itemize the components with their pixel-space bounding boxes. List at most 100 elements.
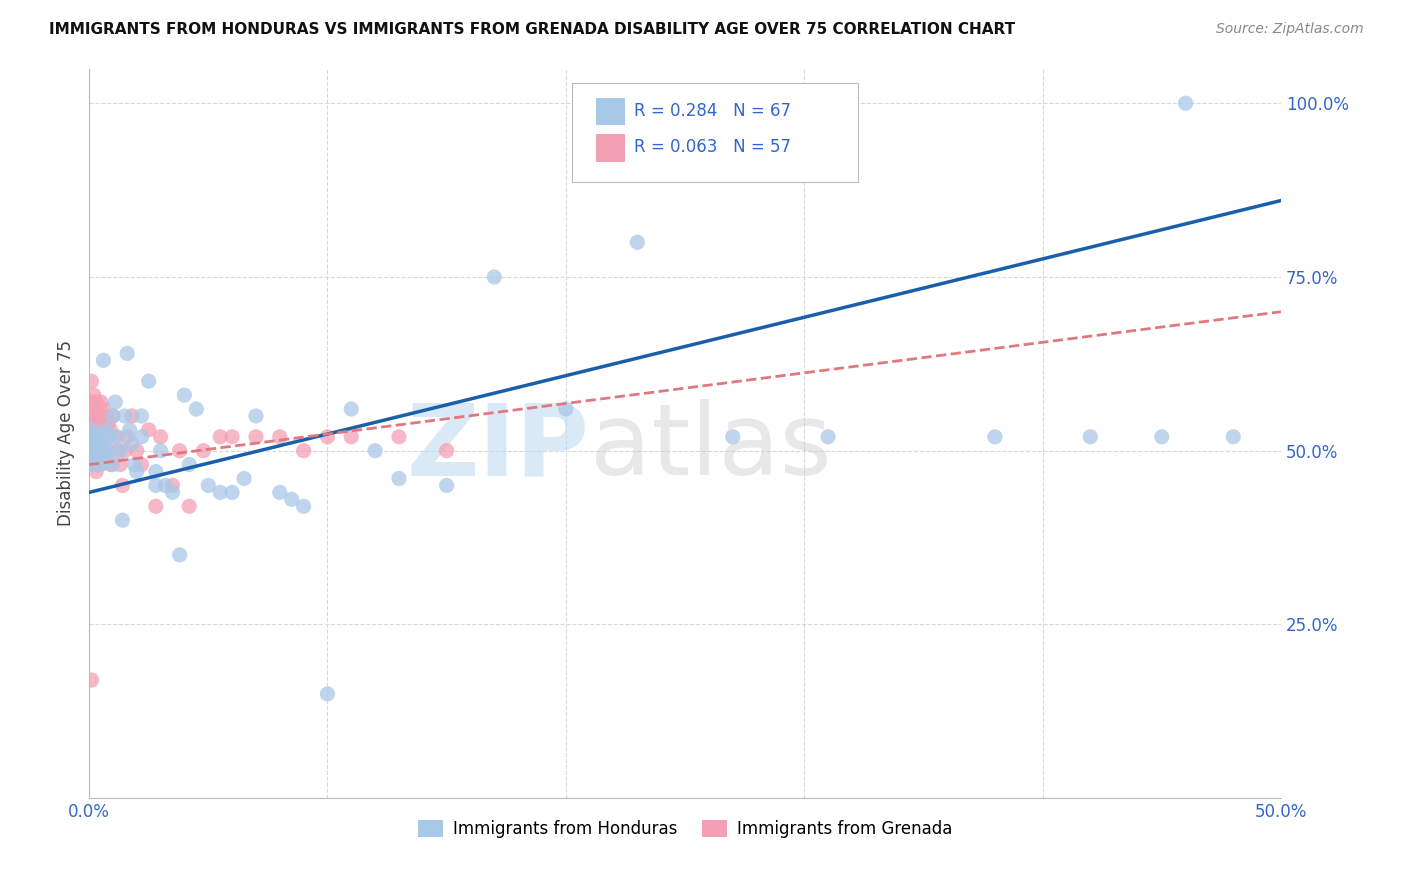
- Point: [87, 430, 110, 444]
- Point: [554, 402, 576, 417]
- Point: [626, 235, 648, 250]
- Point: [80, 458, 103, 472]
- Point: [83, 430, 105, 444]
- Point: [100, 423, 122, 437]
- Point: [388, 471, 411, 485]
- Point: [131, 430, 153, 444]
- Point: [87, 409, 110, 423]
- Point: [984, 430, 1007, 444]
- Point: [145, 465, 167, 479]
- FancyBboxPatch shape: [596, 98, 626, 126]
- Point: [125, 465, 148, 479]
- Point: [94, 423, 117, 437]
- Point: [145, 478, 167, 492]
- Point: [90, 430, 112, 444]
- Point: [94, 450, 117, 465]
- Point: [149, 430, 172, 444]
- Point: [90, 430, 112, 444]
- Point: [84, 395, 107, 409]
- Point: [169, 443, 191, 458]
- Point: [162, 478, 184, 492]
- Legend: Immigrants from Honduras, Immigrants from Grenada: Immigrants from Honduras, Immigrants fro…: [411, 813, 959, 845]
- Point: [131, 409, 153, 423]
- Text: R = 0.063   N = 57: R = 0.063 N = 57: [634, 138, 790, 156]
- Point: [186, 402, 208, 417]
- Point: [269, 485, 291, 500]
- Text: Source: ZipAtlas.com: Source: ZipAtlas.com: [1216, 22, 1364, 37]
- Point: [340, 402, 363, 417]
- Point: [93, 353, 115, 368]
- Point: [364, 443, 387, 458]
- Point: [93, 402, 115, 417]
- Point: [209, 430, 232, 444]
- Text: R = 0.284   N = 67: R = 0.284 N = 67: [634, 102, 790, 120]
- Point: [83, 430, 105, 444]
- Point: [80, 443, 103, 458]
- Point: [131, 458, 153, 472]
- Point: [83, 402, 105, 417]
- Point: [436, 478, 458, 492]
- Point: [245, 430, 267, 444]
- Point: [118, 423, 141, 437]
- Text: atlas: atlas: [589, 400, 831, 497]
- Point: [138, 374, 160, 388]
- Point: [100, 443, 122, 458]
- Point: [721, 430, 744, 444]
- Point: [94, 409, 117, 423]
- Point: [83, 450, 105, 465]
- Point: [209, 485, 232, 500]
- Point: [84, 443, 107, 458]
- Point: [90, 458, 112, 472]
- Point: [84, 465, 107, 479]
- Point: [101, 458, 124, 472]
- Point: [1222, 430, 1244, 444]
- Point: [93, 443, 115, 458]
- Point: [104, 430, 127, 444]
- Point: [193, 443, 215, 458]
- Point: [149, 443, 172, 458]
- Point: [101, 409, 124, 423]
- Point: [80, 673, 103, 687]
- Point: [100, 458, 122, 472]
- Point: [84, 430, 107, 444]
- Point: [245, 409, 267, 423]
- Point: [80, 430, 103, 444]
- Point: [162, 485, 184, 500]
- Point: [179, 500, 201, 514]
- Point: [90, 395, 112, 409]
- Point: [80, 423, 103, 437]
- Point: [115, 430, 138, 444]
- FancyBboxPatch shape: [596, 134, 626, 162]
- Point: [107, 430, 129, 444]
- Point: [87, 450, 110, 465]
- Point: [179, 458, 201, 472]
- Point: [80, 409, 103, 423]
- Point: [83, 458, 105, 472]
- Point: [80, 443, 103, 458]
- Point: [87, 443, 110, 458]
- Point: [316, 430, 339, 444]
- Point: [121, 409, 143, 423]
- Point: [169, 548, 191, 562]
- Point: [90, 443, 112, 458]
- Point: [87, 458, 110, 472]
- Point: [269, 430, 291, 444]
- Point: [97, 430, 120, 444]
- FancyBboxPatch shape: [572, 83, 858, 182]
- Point: [138, 423, 160, 437]
- Point: [111, 513, 134, 527]
- Point: [114, 443, 136, 458]
- Point: [292, 500, 315, 514]
- Point: [97, 416, 120, 430]
- Point: [80, 395, 103, 409]
- Point: [83, 436, 105, 450]
- Point: [111, 478, 134, 492]
- Point: [280, 492, 302, 507]
- Point: [197, 478, 219, 492]
- Point: [93, 436, 115, 450]
- Point: [108, 443, 131, 458]
- Point: [233, 471, 256, 485]
- Point: [125, 443, 148, 458]
- Point: [115, 346, 138, 360]
- Point: [817, 430, 839, 444]
